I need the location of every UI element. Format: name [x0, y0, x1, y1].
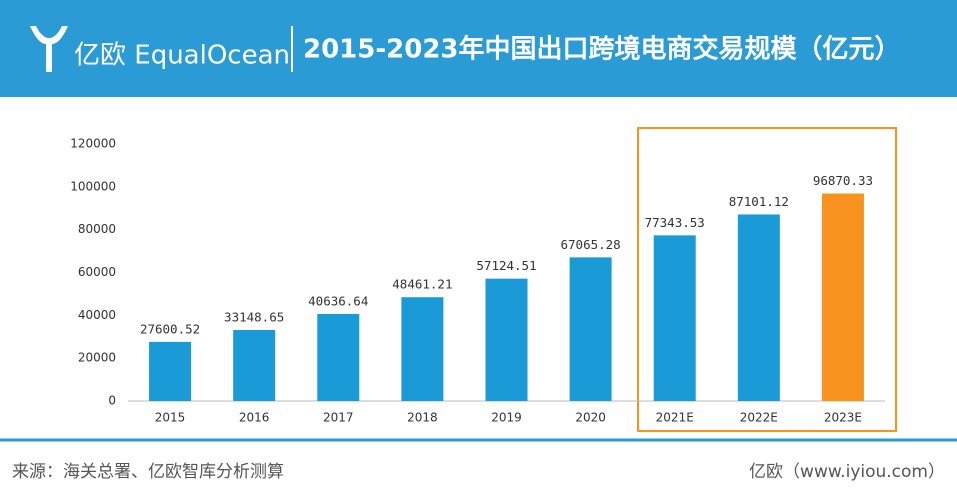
y-tick-label: 20000	[78, 351, 116, 365]
logo-icon	[30, 26, 68, 72]
source: 来源：海关总署、亿欧智库分析测算	[12, 462, 284, 482]
bar	[233, 330, 276, 401]
value-label: 48461.21	[392, 277, 452, 292]
logo: 亿欧 EqualOcean	[74, 41, 290, 71]
header-band	[0, 0, 957, 97]
value-label: 67065.28	[561, 237, 621, 252]
x-tick-label: 2023E	[824, 411, 862, 425]
value-label: 33148.65	[224, 310, 284, 325]
y-tick-label: 60000	[78, 265, 116, 279]
x-tick-label: 2019	[491, 411, 522, 425]
x-tick-label: 2015	[155, 411, 186, 425]
value-label: 87101.12	[729, 194, 789, 209]
x-tick-label: 2016	[239, 411, 270, 425]
value-label: 40636.64	[308, 293, 368, 308]
site: 亿欧（www.iyiou.com）	[749, 462, 945, 482]
bar	[653, 235, 696, 401]
bar	[149, 341, 192, 401]
bar	[737, 214, 780, 401]
y-tick-label: 40000	[78, 308, 116, 322]
y-tick-label: 80000	[78, 222, 116, 236]
value-label: 77343.53	[645, 215, 705, 230]
value-label: 57124.51	[476, 258, 536, 273]
chart-title: 2015-2023年中国出口跨境电商交易规模（亿元）	[303, 34, 901, 65]
bar	[401, 297, 444, 401]
y-tick-label: 0	[108, 394, 116, 408]
y-tick-label: 120000	[70, 137, 116, 151]
x-tick-label: 2017	[323, 411, 354, 425]
x-tick-label: 2018	[407, 411, 438, 425]
forecast-box	[637, 127, 897, 432]
bar	[485, 278, 528, 401]
value-label: 96870.33	[813, 173, 873, 188]
x-tick-label: 2022E	[740, 411, 778, 425]
x-tick-label: 2021E	[656, 411, 694, 425]
y-tick-label: 100000	[70, 179, 116, 193]
bar	[317, 313, 360, 401]
x-tick-label: 2020	[575, 411, 606, 425]
bar	[569, 257, 612, 401]
bar	[821, 193, 864, 401]
value-label: 27600.52	[140, 321, 200, 336]
